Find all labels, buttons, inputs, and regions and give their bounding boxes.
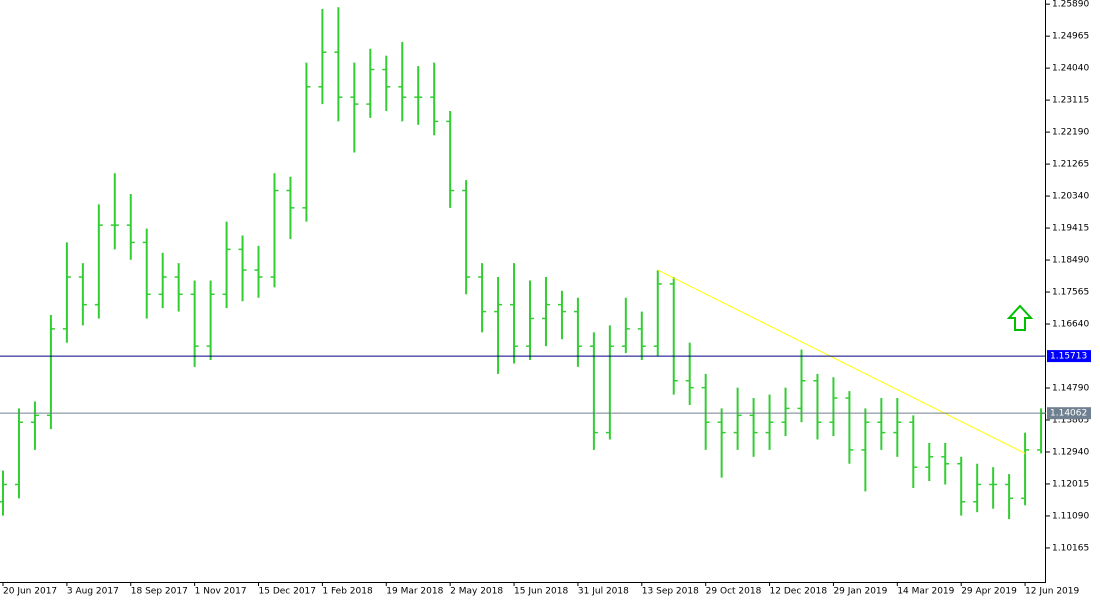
x-tick-label: 18 Sep 2017 — [131, 587, 188, 597]
x-tick-label: 3 Aug 2017 — [67, 587, 119, 597]
y-tick-label: 1.16640 — [1052, 320, 1089, 330]
x-tick-label: 19 Mar 2018 — [386, 587, 443, 597]
y-tick-label: 1.25890 — [1052, 0, 1089, 10]
x-tick-label: 31 Jul 2018 — [578, 587, 629, 597]
price-level-tag — [1047, 350, 1091, 363]
x-tick-label: 29 Jan 2019 — [833, 587, 887, 597]
x-tick-label: 13 Sep 2018 — [642, 587, 699, 597]
trendline — [657, 269, 1026, 454]
y-tick-label: 1.22190 — [1052, 128, 1089, 138]
x-tick-label: 15 Dec 2017 — [259, 587, 317, 597]
y-tick-label: 1.10165 — [1052, 543, 1089, 553]
x-tick-label: 2 May 2018 — [450, 587, 503, 597]
x-tick-label: 20 Jun 2017 — [3, 587, 57, 597]
y-tick-label: 1.21265 — [1052, 160, 1089, 170]
y-tick-label: 1.12940 — [1052, 447, 1089, 457]
x-tick-label: 12 Jun 2019 — [1025, 587, 1079, 597]
x-tick-label: 1 Nov 2017 — [195, 587, 247, 597]
x-tick-label: 1 Feb 2018 — [322, 587, 373, 597]
x-tick-label: 12 Dec 2018 — [770, 587, 828, 597]
y-tick-label: 1.20340 — [1052, 192, 1089, 202]
x-tick-label: 29 Oct 2018 — [706, 587, 762, 597]
y-tick-label: 1.11090 — [1052, 511, 1089, 521]
y-tick-label: 1.13865 — [1052, 415, 1089, 425]
y-tick-label: 1.19415 — [1052, 224, 1089, 234]
x-tick-label: 14 Mar 2019 — [897, 587, 954, 597]
price-level-label: 1.15713 — [1050, 352, 1087, 362]
price-level-label: 1.14062 — [1050, 409, 1087, 419]
x-tick-label: 29 Apr 2019 — [961, 587, 1017, 597]
x-tick-label: 15 Jun 2018 — [514, 587, 568, 597]
y-tick-label: 1.12015 — [1052, 479, 1089, 489]
y-tick-label: 1.23115 — [1052, 96, 1089, 106]
y-tick-label: 1.17565 — [1052, 288, 1089, 298]
y-tick-label: 1.14790 — [1052, 384, 1089, 394]
y-tick-label: 1.24040 — [1052, 64, 1089, 74]
y-tick-label: 1.18490 — [1052, 256, 1089, 266]
y-tick-label: 1.24965 — [1052, 32, 1089, 42]
buy-arrow — [1006, 304, 1034, 331]
price-level-tag — [1047, 407, 1091, 420]
